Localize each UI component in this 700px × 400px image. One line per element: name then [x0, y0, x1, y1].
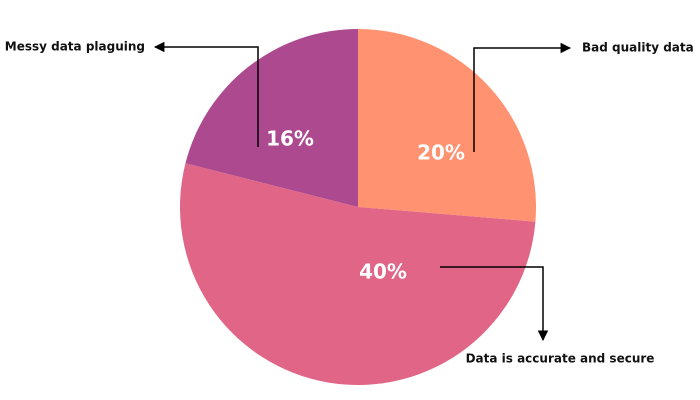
value-label: 20% [417, 141, 465, 165]
leader-arrow [473, 42, 572, 152]
slice-annotation: Bad quality data [582, 41, 694, 55]
pie-slice [358, 29, 536, 222]
leader-arrow [440, 266, 549, 342]
slice-annotation: Data is accurate and secure [466, 352, 655, 366]
value-label: 40% [359, 260, 407, 284]
value-label: 16% [266, 127, 314, 151]
pie-slice [179, 163, 536, 386]
slice-annotation: Messy data plaguing [5, 40, 145, 54]
pie-slice [185, 29, 358, 207]
leader-arrow [153, 41, 259, 147]
